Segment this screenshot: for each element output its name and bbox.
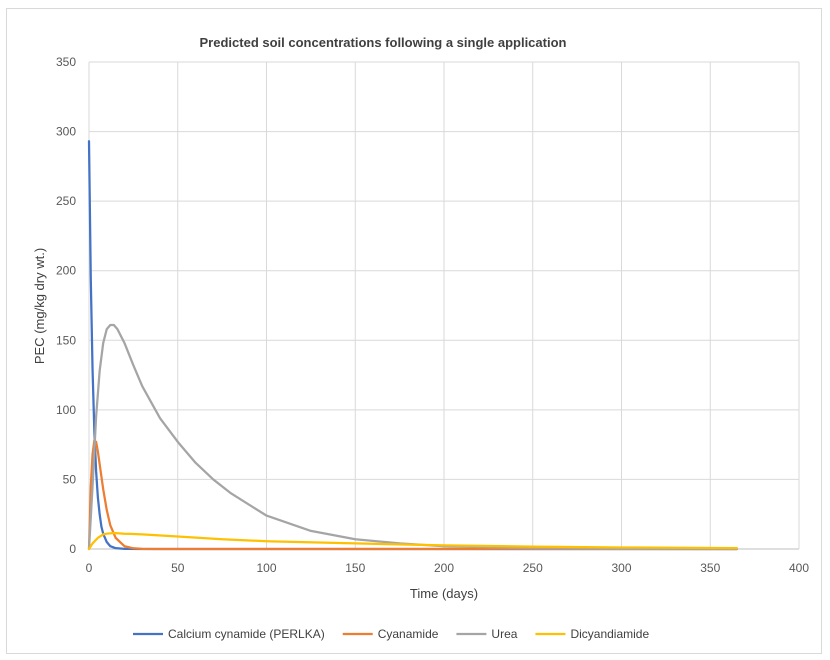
y-tick-label: 150	[56, 333, 76, 347]
legend: Calcium cynamide (PERLKA) Cyanamide Urea Di…	[133, 627, 649, 641]
x-tick-label: 400	[789, 561, 809, 575]
series-line-urea	[87, 323, 739, 551]
x-tick-label: 100	[256, 561, 276, 575]
chart-title: Predicted soil concentrations following …	[200, 35, 567, 50]
y-tick-label: 50	[63, 472, 77, 486]
series-line-calcium-cynamide-perlka	[87, 140, 739, 551]
series-line-dicyandiamide	[87, 531, 739, 551]
legend-label: Calcium cynamide (PERLKA)	[168, 627, 325, 641]
y-tick-label: 250	[56, 194, 76, 208]
legend-item-calcium-cynamide-perlka: Calcium cynamide (PERLKA)	[133, 627, 325, 641]
legend-item-cyanamide: Cyanamide	[342, 627, 439, 641]
x-tick-label: 0	[86, 561, 93, 575]
y-tick-label: 200	[56, 264, 76, 278]
y-tick-label: 100	[56, 403, 76, 417]
legend-item-dicyandiamide: Dicyandiamide	[535, 627, 649, 641]
y-axis-label: PEC (mg/kg dry wt.)	[32, 248, 47, 364]
x-tick-label: 250	[523, 561, 543, 575]
y-tick-label: 0	[69, 542, 76, 556]
y-tick-label: 300	[56, 125, 76, 139]
tick-labels: 0 50 100 150 200 250 300 350 0 50 100 150 200 250 300 3…	[56, 55, 809, 575]
chart-frame	[6, 8, 822, 654]
legend-label: Cyanamide	[378, 627, 439, 641]
x-tick-label: 50	[171, 561, 185, 575]
x-axis-label: Time (days)	[410, 586, 478, 601]
series-lines	[87, 140, 739, 551]
x-tick-label: 150	[345, 561, 365, 575]
x-tick-label: 200	[434, 561, 454, 575]
grid	[88, 61, 800, 550]
legend-item-urea: Urea	[456, 627, 518, 641]
legend-label: Dicyandiamide	[570, 627, 649, 641]
series-line-cyanamide	[87, 439, 739, 551]
x-tick-label: 300	[611, 561, 631, 575]
legend-label: Urea	[491, 627, 517, 641]
y-tick-label: 350	[56, 55, 76, 69]
x-tick-label: 350	[700, 561, 720, 575]
